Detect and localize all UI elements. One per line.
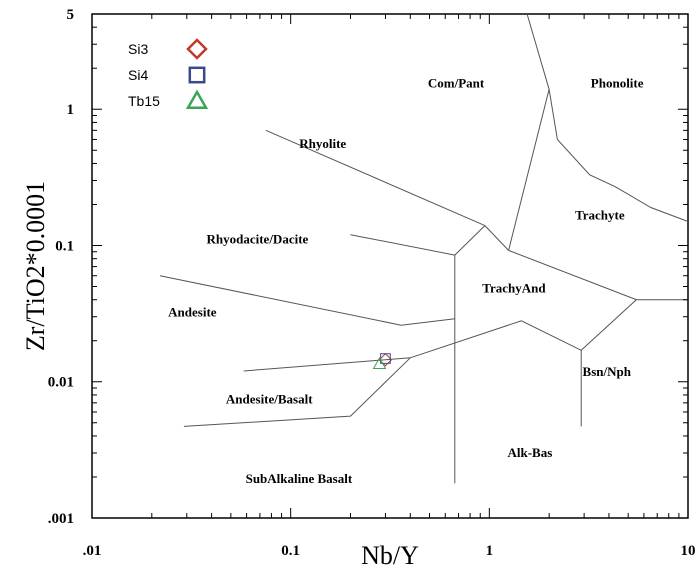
x-axis-label: Nb/Y — [361, 541, 419, 570]
region-label: Trachyte — [575, 208, 625, 223]
y-tick-labels: .001 0.01 0.1 1 5 — [48, 7, 74, 527]
x-tick-label: .01 — [83, 543, 102, 559]
legend-label: Tb15 — [128, 93, 160, 109]
data-point-si3 — [378, 353, 393, 367]
legend-marker-tb15 — [185, 89, 209, 109]
boundary-line — [484, 225, 509, 251]
region-label: Rhyolite — [299, 136, 346, 151]
boundary-line — [183, 357, 411, 427]
region-label: Com/Pant — [428, 75, 485, 90]
boundary-line — [548, 89, 689, 222]
legend: Si3 Si4 Tb15 — [128, 38, 209, 109]
boundary-line — [243, 357, 411, 372]
region-label: Phonolite — [591, 75, 644, 90]
axis-ticks — [91, 13, 688, 519]
boundary-line — [159, 275, 455, 326]
region-label: SubAlkaline Basalt — [246, 471, 353, 486]
legend-marker-si4 — [188, 66, 206, 84]
region-label: TrachyAnd — [482, 281, 546, 296]
data-point-si4 — [380, 353, 391, 364]
boundary-line — [350, 234, 455, 256]
y-tick-label: 1 — [67, 102, 75, 118]
region-boundaries — [159, 13, 689, 484]
boundary-line — [265, 129, 486, 227]
region-labels: Com/Pant Phonolite Rhyolite Trachyte Rhyodac… — [168, 75, 644, 486]
region-label: Andesite/Basalt — [226, 392, 313, 407]
y-tick-label: .001 — [48, 511, 74, 527]
y-tick-label: 0.01 — [48, 375, 74, 391]
boundary-line — [526, 13, 550, 90]
y-axis-label: Zr/TiO2*0.0001 — [21, 181, 50, 351]
y-tick-label: 0.1 — [55, 238, 74, 254]
region-label: Andesite — [168, 305, 217, 320]
legend-label: Si3 — [128, 41, 148, 57]
x-tick-label: 10 — [681, 543, 696, 559]
region-label: Rhyodacite/Dacite — [206, 232, 308, 247]
x-tick-labels: .01 0.1 1 10 — [83, 543, 696, 559]
boundary-line — [410, 299, 637, 359]
region-label: Bsn/Nph — [583, 364, 632, 379]
y-tick-label: 5 — [67, 7, 75, 23]
legend-label: Si4 — [128, 67, 148, 83]
boundary-line — [454, 225, 486, 484]
data-points — [372, 353, 393, 369]
data-point-tb15 — [372, 356, 387, 369]
x-tick-label: 0.1 — [281, 543, 300, 559]
plot-frame — [91, 13, 689, 519]
boundary-line — [508, 89, 550, 251]
region-label: Alk-Bas — [507, 445, 552, 460]
legend-marker-si3 — [186, 38, 208, 60]
x-tick-label: 1 — [486, 543, 494, 559]
